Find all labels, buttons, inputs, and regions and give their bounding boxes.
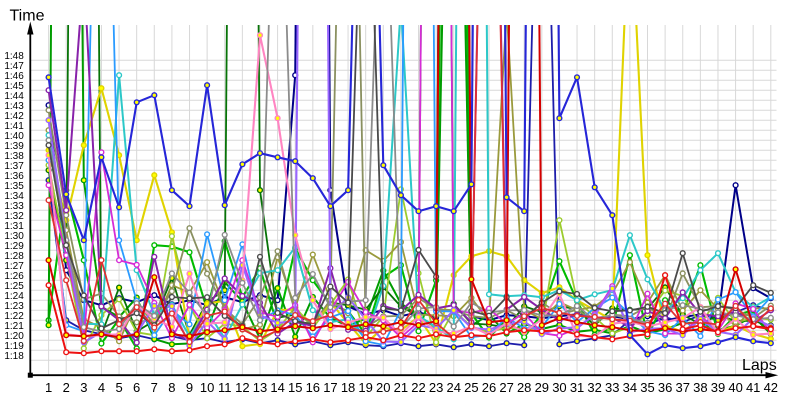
- svg-text:1:20: 1:20: [4, 331, 24, 342]
- svg-text:1:27: 1:27: [4, 261, 24, 272]
- svg-text:32: 32: [587, 380, 601, 395]
- svg-text:21: 21: [394, 380, 408, 395]
- svg-text:30: 30: [552, 380, 566, 395]
- svg-text:3: 3: [80, 380, 87, 395]
- svg-text:1:25: 1:25: [4, 281, 24, 292]
- svg-text:1:28: 1:28: [4, 251, 24, 262]
- svg-text:20: 20: [376, 380, 390, 395]
- svg-text:1:33: 1:33: [4, 201, 24, 212]
- svg-text:1:41: 1:41: [4, 121, 24, 132]
- svg-text:28: 28: [517, 380, 531, 395]
- svg-text:25: 25: [464, 380, 478, 395]
- svg-text:1:31: 1:31: [4, 221, 24, 232]
- svg-text:15: 15: [288, 380, 302, 395]
- svg-text:1:37: 1:37: [4, 161, 24, 172]
- svg-text:1:46: 1:46: [4, 71, 24, 82]
- svg-text:1:30: 1:30: [4, 231, 24, 242]
- svg-text:22: 22: [411, 380, 425, 395]
- svg-text:1:38: 1:38: [4, 151, 24, 162]
- svg-text:36: 36: [658, 380, 672, 395]
- svg-text:Time: Time: [10, 7, 45, 24]
- svg-text:1:43: 1:43: [4, 101, 24, 112]
- svg-text:1:19: 1:19: [4, 341, 24, 352]
- svg-text:1:48: 1:48: [4, 51, 24, 62]
- svg-text:17: 17: [323, 380, 337, 395]
- svg-text:Laps: Laps: [742, 357, 777, 374]
- svg-text:23: 23: [429, 380, 443, 395]
- svg-text:1:22: 1:22: [4, 311, 24, 322]
- svg-text:1:35: 1:35: [4, 181, 24, 192]
- svg-text:1:34: 1:34: [4, 191, 24, 202]
- svg-text:5: 5: [115, 380, 122, 395]
- svg-text:1:24: 1:24: [4, 291, 24, 302]
- svg-text:26: 26: [482, 380, 496, 395]
- svg-text:7: 7: [151, 380, 158, 395]
- svg-text:1:26: 1:26: [4, 271, 24, 282]
- svg-text:12: 12: [235, 380, 249, 395]
- svg-text:41: 41: [746, 380, 760, 395]
- svg-text:6: 6: [133, 380, 140, 395]
- svg-text:9: 9: [186, 380, 193, 395]
- svg-text:1:23: 1:23: [4, 301, 24, 312]
- svg-text:1:18: 1:18: [4, 351, 24, 362]
- svg-text:11: 11: [218, 380, 232, 395]
- svg-text:2: 2: [63, 380, 70, 395]
- svg-text:18: 18: [341, 380, 355, 395]
- svg-text:1:21: 1:21: [4, 321, 24, 332]
- svg-text:29: 29: [535, 380, 549, 395]
- svg-text:10: 10: [200, 380, 214, 395]
- svg-text:1:40: 1:40: [4, 131, 24, 142]
- svg-text:16: 16: [306, 380, 320, 395]
- svg-text:1:44: 1:44: [4, 91, 24, 102]
- svg-text:14: 14: [270, 380, 284, 395]
- svg-text:1:45: 1:45: [4, 81, 24, 92]
- svg-text:13: 13: [253, 380, 267, 395]
- svg-text:27: 27: [499, 380, 513, 395]
- svg-text:8: 8: [168, 380, 175, 395]
- svg-text:4: 4: [98, 380, 105, 395]
- svg-text:1:36: 1:36: [4, 171, 24, 182]
- svg-text:19: 19: [358, 380, 372, 395]
- svg-text:39: 39: [711, 380, 725, 395]
- svg-text:37: 37: [676, 380, 690, 395]
- svg-text:1: 1: [45, 380, 52, 395]
- svg-text:1:47: 1:47: [4, 61, 24, 72]
- svg-text:1:42: 1:42: [4, 111, 24, 122]
- svg-text:1:32: 1:32: [4, 211, 24, 222]
- svg-text:42: 42: [764, 380, 778, 395]
- svg-text:1:29: 1:29: [4, 241, 24, 252]
- svg-text:31: 31: [570, 380, 584, 395]
- svg-text:1:39: 1:39: [4, 141, 24, 152]
- svg-text:38: 38: [693, 380, 707, 395]
- svg-text:24: 24: [447, 380, 461, 395]
- svg-text:35: 35: [640, 380, 654, 395]
- svg-text:33: 33: [605, 380, 619, 395]
- svg-text:40: 40: [728, 380, 742, 395]
- svg-text:34: 34: [623, 380, 637, 395]
